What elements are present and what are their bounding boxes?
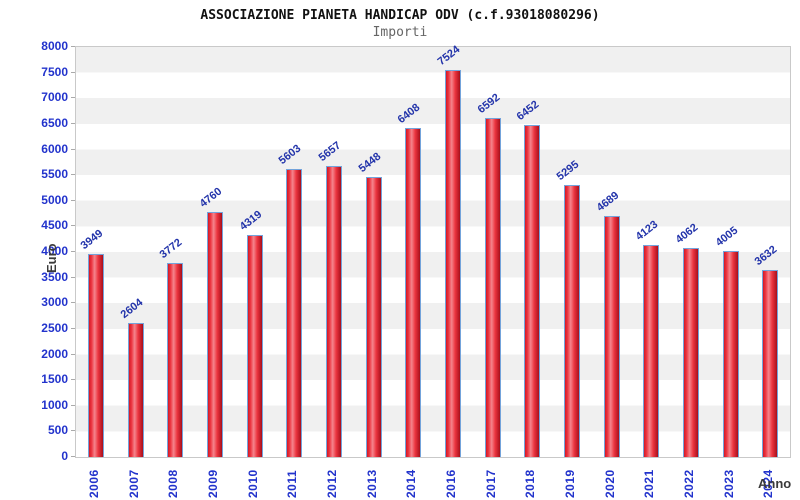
y-tick-label: 6500 (41, 115, 68, 130)
y-tick-mark (71, 404, 75, 406)
y-tick-label: 5000 (41, 192, 68, 207)
bar-2009 (206, 212, 223, 457)
y-tick-mark (71, 199, 75, 201)
y-tick-mark (71, 327, 75, 329)
x-tick-label: 2014 (404, 469, 419, 498)
x-tick-label: 2018 (523, 469, 538, 498)
x-tick-label: 2011 (285, 469, 300, 498)
y-tick-label: 2000 (41, 346, 68, 361)
chart-subtitle: Importi (372, 25, 428, 40)
value-label: 3949 (78, 227, 106, 252)
x-axis-title: Anno (758, 476, 792, 491)
y-tick-label: 3000 (41, 295, 68, 310)
plot-area: 3949 2604 3772 4760 4319 5603 5657 5448 6408 7524… (75, 43, 791, 458)
bar-2020 (603, 215, 620, 457)
value-label: 2604 (118, 296, 145, 321)
y-tick-label: 7000 (41, 90, 68, 105)
y-tick-mark (71, 456, 75, 457)
y-tick-mark (71, 302, 75, 304)
y-tick-label: 0 (61, 449, 68, 463)
bar-2022 (682, 247, 699, 457)
y-tick-label: 6000 (41, 141, 68, 156)
bar-2013 (365, 176, 382, 457)
y-tick-mark (71, 353, 75, 355)
bar-2012 (325, 166, 342, 457)
y-tick-label: 500 (47, 423, 68, 438)
x-tick-label: 2023 (721, 469, 736, 498)
y-tick-mark (71, 174, 75, 176)
x-tick-label: 2016 (443, 469, 458, 498)
y-tick-mark (71, 225, 75, 227)
y-tick-mark (71, 148, 75, 150)
value-label: 4319 (237, 208, 264, 233)
bar-2024 (762, 269, 779, 457)
value-label: 4760 (197, 185, 225, 211)
x-tick-label: 2021 (642, 469, 657, 498)
y-tick-label: 4500 (41, 218, 68, 233)
value-label: 3772 (157, 236, 185, 261)
bar-2011 (286, 168, 303, 457)
y-tick-label: 5500 (41, 167, 68, 182)
value-label: 5603 (276, 142, 304, 167)
value-label: 4123 (633, 218, 661, 243)
chart-title: ASSOCIAZIONE PIANETA HANDICAP ODV (c.f.9… (200, 8, 600, 23)
value-label: 5657 (316, 139, 344, 165)
value-label: 6408 (395, 101, 423, 126)
x-tick-label: 2009 (205, 469, 220, 498)
y-tick-label: 1000 (41, 397, 68, 412)
x-tick-label: 2012 (324, 469, 339, 498)
value-label: 4062 (673, 221, 701, 246)
x-tick-label: 2020 (602, 469, 617, 498)
x-tick-label: 2010 (245, 469, 260, 498)
bar-2008 (167, 262, 184, 457)
bar-2006 (87, 253, 104, 457)
y-tick-mark (71, 379, 75, 381)
y-axis-title: Euro (44, 243, 59, 273)
bar-2018 (524, 125, 541, 457)
value-label: 5448 (356, 150, 383, 175)
y-tick-label: 1500 (41, 372, 68, 387)
bar-2019 (563, 184, 580, 457)
y-tick-mark (71, 97, 75, 99)
y-tick-mark (71, 251, 75, 252)
x-tick-label: 2006 (86, 469, 101, 498)
bar-2017 (484, 118, 501, 457)
value-label: 3632 (752, 243, 780, 268)
value-label: 6452 (514, 98, 542, 124)
y-tick-mark (71, 71, 75, 73)
y-tick-label: 8000 (41, 39, 68, 53)
value-label: 7524 (435, 43, 463, 69)
value-label: 4005 (713, 224, 740, 249)
value-label: 6592 (475, 91, 502, 117)
value-label: 5295 (554, 158, 582, 183)
y-tick-mark (71, 122, 75, 124)
x-tick-label: 2008 (166, 469, 181, 498)
y-tick-mark (71, 46, 75, 47)
x-tick-label: 2013 (364, 469, 379, 498)
y-tick-label: 2500 (41, 320, 68, 335)
bar-2023 (722, 250, 739, 457)
bar-2016 (444, 70, 461, 457)
bar-2010 (246, 234, 263, 457)
x-tick-label: 2017 (483, 469, 498, 498)
value-label: 4689 (594, 189, 621, 214)
x-tick-label: 2007 (126, 469, 141, 498)
y-tick-label: 7500 (41, 64, 68, 79)
y-tick-mark (71, 276, 75, 278)
bar-2014 (405, 127, 422, 457)
bar-2007 (127, 322, 144, 457)
y-tick-label: 3500 (41, 269, 68, 284)
x-tick-label: 2022 (681, 469, 696, 498)
bar-2021 (643, 244, 660, 457)
y-tick-label: 4000 (41, 244, 68, 258)
x-tick-label: 2019 (562, 469, 577, 498)
y-tick-mark (71, 430, 75, 432)
